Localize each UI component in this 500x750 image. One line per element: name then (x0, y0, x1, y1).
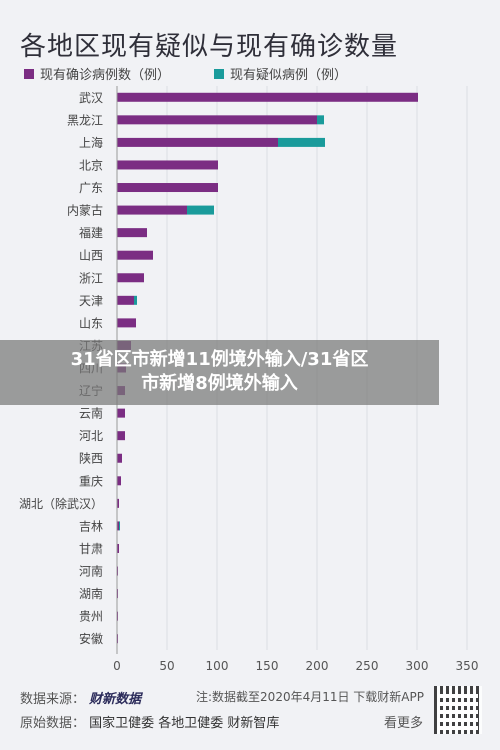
bar-confirmed (117, 228, 147, 238)
legend-label-suspected: 现有疑似病例（例） (230, 68, 348, 83)
bar-confirmed (117, 521, 119, 531)
origin-value: 国家卫健委 各地卫健委 财新智库 (89, 716, 280, 731)
bar-confirmed (117, 408, 125, 418)
bar-suspected (317, 115, 324, 125)
legend-swatch-suspected (214, 68, 224, 79)
legend-label-confirmed: 现有确诊病例数（例） (40, 68, 171, 83)
bar-confirmed (117, 431, 125, 441)
source-label: 数据来源： (20, 692, 86, 707)
bar-confirmed (117, 250, 153, 260)
bar-confirmed (117, 543, 119, 553)
source-row: 数据来源： 财新数据 (20, 688, 141, 707)
category-label: 湖北（除武汉） (19, 496, 103, 511)
source-value: 财新数据 (89, 692, 142, 707)
headline-overlay[interactable]: 31省区市新增11例境外输入/31省区 市新增8例境外输入 (0, 340, 439, 405)
category-label: 北京 (79, 158, 103, 172)
category-label: 武汉 (79, 91, 103, 105)
bar-confirmed (117, 160, 218, 170)
bar-suspected (187, 205, 214, 215)
headline-line-2: 市新增8例境外输入 (141, 373, 298, 394)
x-tick-label: 300 (406, 659, 429, 673)
category-label: 河南 (79, 564, 103, 579)
category-label: 河北 (79, 429, 103, 443)
bar-confirmed (117, 183, 218, 193)
x-tick-label: 50 (159, 659, 174, 673)
x-tick-label: 250 (356, 659, 379, 673)
bar-confirmed (117, 498, 119, 508)
chart-title: 各地区现有疑似与现有确诊数量 (20, 32, 399, 62)
category-label: 云南 (79, 406, 103, 421)
bar-suspected (278, 137, 325, 147)
category-label: 陕西 (79, 451, 103, 466)
category-label: 天津 (79, 294, 103, 308)
bar-confirmed (117, 205, 187, 215)
category-label: 贵州 (79, 610, 103, 624)
x-tick-label: 0 (113, 659, 121, 673)
bar-confirmed (117, 318, 136, 328)
category-label: 黑龙江 (67, 113, 103, 127)
bar-suspected (134, 295, 137, 305)
category-label: 安徽 (79, 631, 103, 646)
legend-swatch-confirmed (24, 68, 34, 79)
category-label: 湖南 (79, 586, 103, 601)
origin-label: 原始数据： (20, 716, 86, 731)
bar-confirmed (117, 92, 418, 102)
category-label: 山西 (79, 249, 103, 263)
category-label: 福建 (79, 225, 103, 240)
legend-item-confirmed: 现有确诊病例数（例） (24, 64, 170, 83)
bar-confirmed (117, 453, 122, 463)
bar-confirmed (117, 476, 121, 486)
category-label: 广东 (79, 181, 103, 195)
category-label: 甘肃 (79, 542, 103, 556)
date-note: 注:数据截至2020年4月11日 下载财新APP (196, 690, 424, 704)
category-label: 山东 (79, 316, 103, 330)
bar-confirmed (117, 295, 134, 305)
x-tick-label: 150 (256, 659, 279, 673)
x-tick-label: 200 (306, 659, 329, 673)
category-label: 内蒙古 (67, 203, 103, 218)
bar-suspected (119, 521, 120, 531)
category-label: 吉林 (79, 519, 103, 533)
category-label: 浙江 (79, 271, 103, 285)
bar-confirmed (117, 115, 317, 125)
headline-line-1: 31省区市新增11例境外输入/31省区 (70, 349, 369, 370)
bar-confirmed (117, 273, 144, 283)
category-label: 上海 (79, 135, 103, 150)
x-tick-label: 350 (456, 659, 479, 673)
qr-code-pattern (438, 690, 478, 730)
scan-more-label: 看更多 (384, 716, 424, 731)
origin-row: 原始数据： 国家卫健委 各地卫健委 财新智库 (20, 712, 279, 731)
bar-confirmed (117, 137, 278, 147)
x-tick-label: 100 (206, 659, 229, 673)
category-label: 重庆 (79, 474, 103, 488)
legend-item-suspected: 现有疑似病例（例） (214, 64, 347, 83)
